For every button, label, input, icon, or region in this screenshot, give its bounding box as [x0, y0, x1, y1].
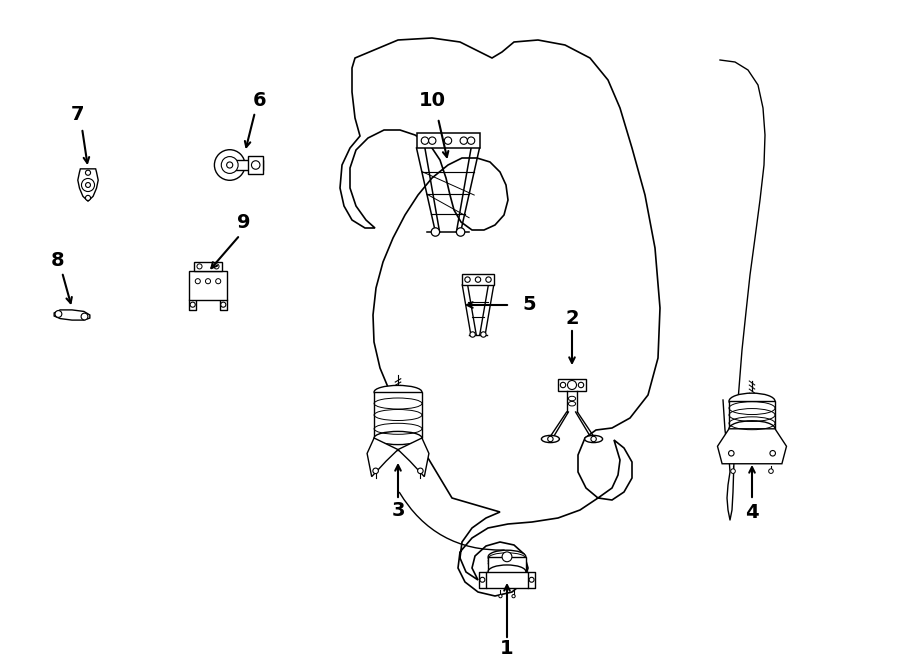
- Circle shape: [464, 277, 470, 282]
- Circle shape: [86, 196, 91, 200]
- Ellipse shape: [488, 565, 526, 578]
- Bar: [463, 274, 494, 285]
- Circle shape: [529, 577, 534, 582]
- Circle shape: [82, 178, 94, 192]
- Bar: [248, 155, 264, 175]
- Ellipse shape: [488, 555, 526, 566]
- Bar: [230, 161, 264, 170]
- Text: 10: 10: [418, 91, 446, 110]
- Circle shape: [251, 161, 260, 169]
- Text: 8: 8: [51, 251, 65, 270]
- Polygon shape: [340, 38, 660, 596]
- Polygon shape: [367, 438, 398, 477]
- Bar: [486, 572, 528, 588]
- Circle shape: [373, 468, 378, 473]
- Circle shape: [731, 469, 735, 473]
- Circle shape: [86, 170, 91, 175]
- Text: 5: 5: [522, 295, 536, 315]
- Ellipse shape: [585, 436, 603, 443]
- Bar: [189, 270, 227, 299]
- Circle shape: [428, 137, 436, 144]
- Text: 9: 9: [238, 212, 251, 231]
- Circle shape: [418, 468, 423, 473]
- Ellipse shape: [488, 550, 526, 563]
- Circle shape: [456, 228, 464, 236]
- Circle shape: [579, 382, 584, 388]
- Circle shape: [81, 313, 88, 320]
- Polygon shape: [717, 429, 787, 464]
- Text: 7: 7: [71, 106, 85, 124]
- Circle shape: [467, 137, 475, 144]
- Circle shape: [445, 137, 452, 144]
- Circle shape: [769, 469, 773, 473]
- Circle shape: [486, 277, 491, 282]
- Circle shape: [86, 182, 90, 188]
- Circle shape: [499, 594, 502, 598]
- Ellipse shape: [374, 385, 422, 399]
- Ellipse shape: [729, 393, 775, 409]
- Text: 6: 6: [253, 91, 266, 110]
- Circle shape: [591, 436, 597, 442]
- Circle shape: [568, 381, 577, 389]
- Ellipse shape: [488, 553, 526, 564]
- Circle shape: [190, 302, 195, 307]
- Circle shape: [421, 137, 428, 144]
- Polygon shape: [54, 310, 90, 320]
- Text: 1: 1: [500, 639, 514, 658]
- Bar: [558, 379, 587, 391]
- Ellipse shape: [488, 558, 526, 569]
- Circle shape: [431, 228, 439, 236]
- Ellipse shape: [729, 421, 775, 437]
- Circle shape: [470, 332, 475, 337]
- Polygon shape: [398, 438, 429, 477]
- Bar: [729, 401, 775, 429]
- Circle shape: [502, 552, 512, 562]
- Ellipse shape: [542, 436, 560, 443]
- Circle shape: [221, 157, 239, 173]
- Circle shape: [770, 451, 776, 456]
- Circle shape: [481, 332, 486, 337]
- Bar: [417, 134, 480, 148]
- Text: 3: 3: [392, 500, 405, 520]
- Circle shape: [460, 137, 467, 144]
- Circle shape: [227, 162, 233, 168]
- FancyArrowPatch shape: [400, 492, 504, 550]
- Bar: [488, 557, 526, 572]
- Circle shape: [548, 436, 554, 442]
- Ellipse shape: [374, 432, 422, 445]
- Polygon shape: [77, 169, 98, 201]
- Circle shape: [220, 302, 226, 307]
- Circle shape: [475, 277, 481, 282]
- Text: 2: 2: [565, 309, 579, 327]
- Circle shape: [214, 149, 245, 180]
- Circle shape: [480, 577, 485, 582]
- Circle shape: [55, 311, 62, 317]
- Text: 4: 4: [745, 502, 759, 522]
- Circle shape: [512, 594, 515, 598]
- Circle shape: [561, 382, 566, 388]
- Circle shape: [728, 451, 734, 456]
- Bar: [374, 392, 422, 438]
- Bar: [194, 262, 222, 270]
